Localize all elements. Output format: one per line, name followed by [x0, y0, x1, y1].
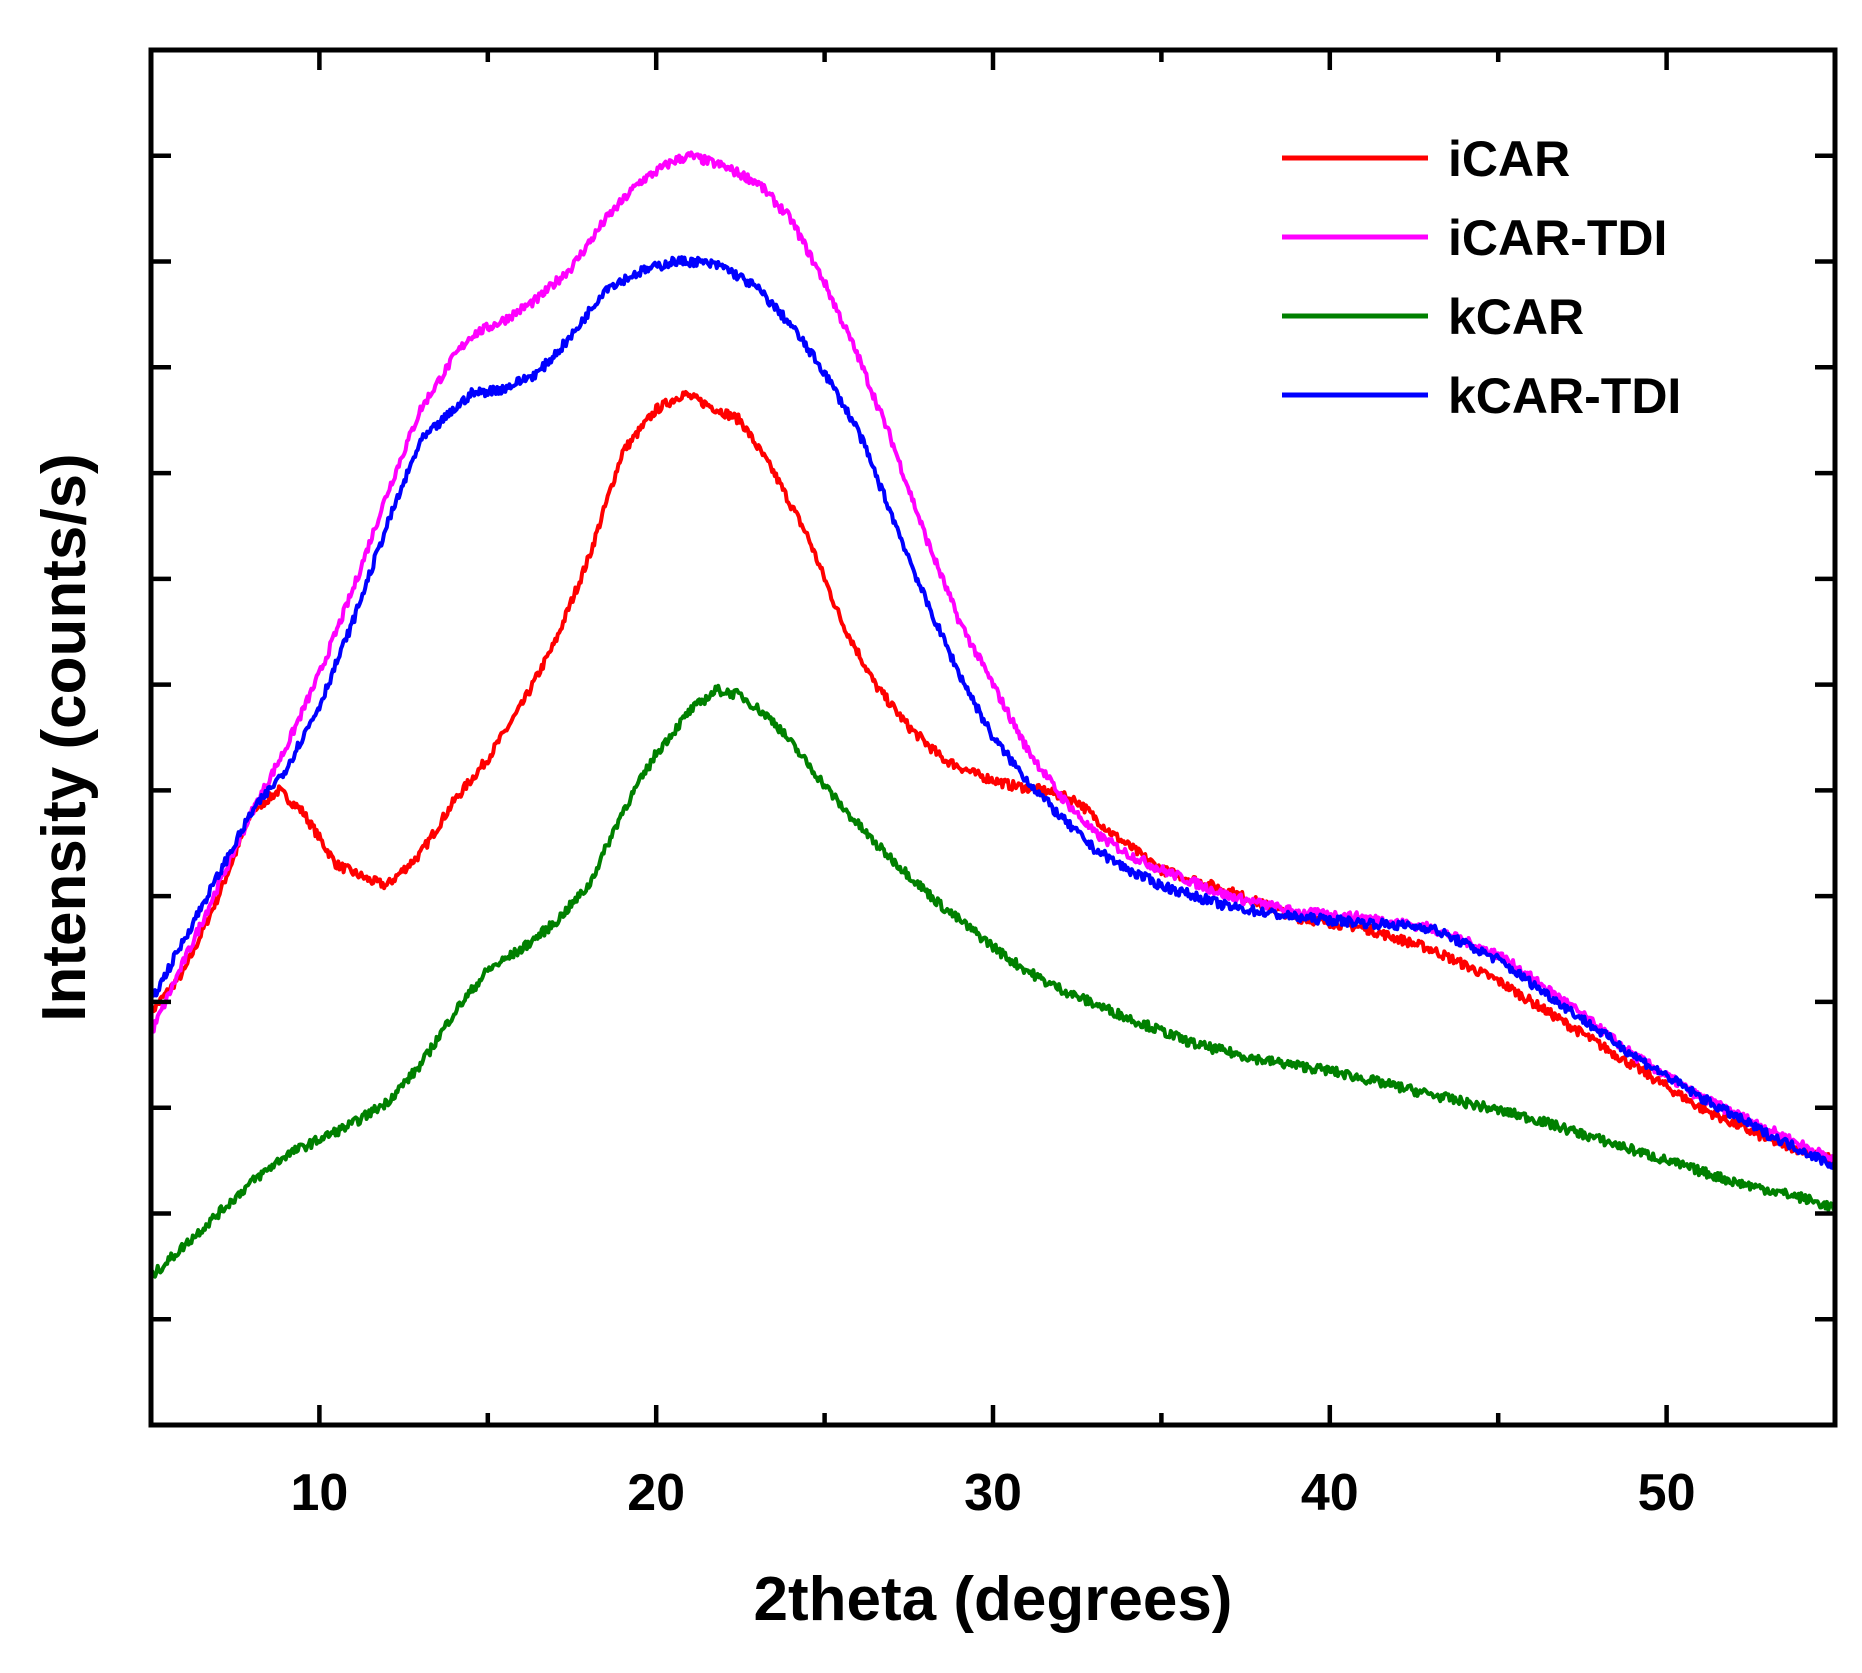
x-tick-label: 50 — [1638, 1464, 1696, 1522]
legend-label: kCAR-TDI — [1448, 368, 1681, 424]
ticks-layer: 10 20 30 40 50 — [148, 50, 1838, 1522]
series-layer — [149, 150, 1837, 1279]
legend-item: kCAR — [1282, 289, 1584, 345]
labels-layer: 2theta (degrees) Intensity (counts/s) — [30, 453, 1232, 1634]
x-tick-label: 20 — [627, 1464, 685, 1522]
series-line-kcar-tdi — [149, 255, 1837, 1170]
legend-label: kCAR — [1448, 289, 1584, 345]
legend-item: iCAR-TDI — [1282, 210, 1667, 266]
x-tick-label: 10 — [290, 1464, 348, 1522]
series-line-icar — [149, 390, 1837, 1165]
legend-label: iCAR — [1448, 131, 1570, 187]
series-line-kcar — [149, 683, 1837, 1279]
legend-item: kCAR-TDI — [1282, 368, 1681, 424]
legend: iCAR iCAR-TDI kCAR kCAR-TDI — [1282, 131, 1681, 424]
y-axis-title: Intensity (counts/s) — [30, 453, 99, 1021]
x-tick-label: 30 — [964, 1464, 1022, 1522]
series-line-icar-tdi — [149, 150, 1837, 1163]
legend-item: iCAR — [1282, 131, 1570, 187]
x-tick-label: 40 — [1301, 1464, 1359, 1522]
x-axis-title: 2theta (degrees) — [754, 1565, 1233, 1634]
legend-label: iCAR-TDI — [1448, 210, 1667, 266]
